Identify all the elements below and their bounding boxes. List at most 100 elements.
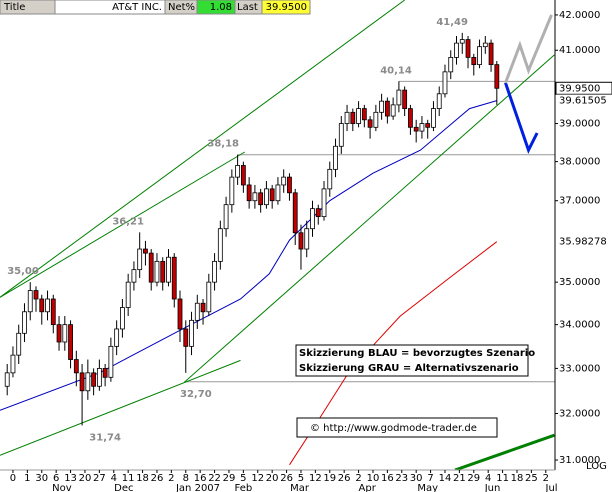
y-tick-label: 31.0000 bbox=[559, 455, 600, 466]
candle-body bbox=[148, 252, 154, 283]
header-net-value: 1.08 bbox=[210, 2, 232, 13]
plot-area bbox=[0, 0, 555, 470]
y-tick-label: 33.0000 bbox=[559, 363, 600, 374]
y-tick-label: 39.0000 bbox=[559, 119, 600, 130]
last-value: 39.9500 bbox=[559, 83, 600, 94]
candle-body bbox=[315, 208, 321, 218]
candle-body bbox=[304, 228, 310, 250]
x-tick-label: 12 bbox=[251, 473, 264, 484]
x-tick-label: 5 bbox=[298, 473, 304, 484]
candle-body bbox=[240, 165, 246, 186]
x-tick-label: 2 bbox=[355, 473, 361, 484]
month-label: Jan 2007 bbox=[175, 483, 220, 492]
candle-body bbox=[321, 188, 327, 218]
candle-body bbox=[333, 145, 338, 170]
x-tick-label: 21 bbox=[453, 473, 466, 484]
candle-body bbox=[183, 328, 189, 347]
x-tick-label: 2 bbox=[543, 473, 549, 484]
candle-body bbox=[310, 208, 315, 230]
candle-body bbox=[33, 290, 39, 300]
candle-body bbox=[384, 100, 390, 117]
candle-body bbox=[390, 104, 396, 117]
candle-body bbox=[154, 260, 160, 283]
candle-body bbox=[108, 345, 114, 378]
candle-body bbox=[477, 46, 482, 66]
candle-body bbox=[160, 260, 166, 283]
note-box bbox=[295, 344, 529, 377]
candle-body bbox=[56, 324, 62, 343]
candle-body bbox=[373, 111, 379, 128]
candle-body bbox=[171, 256, 177, 300]
x-tick-label: 20 bbox=[79, 473, 92, 484]
x-tick-label: 29 bbox=[223, 473, 236, 484]
last-value-box bbox=[555, 81, 612, 95]
month-label: Dec bbox=[114, 483, 133, 492]
candle-body bbox=[223, 204, 229, 230]
header-net-label: Net% bbox=[168, 2, 195, 13]
header-last-label: Last bbox=[237, 2, 258, 13]
x-tick-label: 5 bbox=[240, 473, 246, 484]
candle-body bbox=[102, 368, 108, 378]
annotation: 36,21 bbox=[112, 216, 144, 227]
month-label: Jul bbox=[545, 483, 558, 492]
x-tick-label: 19 bbox=[323, 473, 336, 484]
trendline bbox=[0, 0, 405, 298]
note: Skizzierung BLAU = bevorzugtes Szenario bbox=[299, 348, 535, 359]
trendline bbox=[0, 151, 246, 298]
candle-body bbox=[287, 176, 292, 194]
candle-body bbox=[408, 108, 413, 128]
candle-body bbox=[73, 359, 79, 374]
candle-body bbox=[471, 57, 477, 66]
annotation: 40,14 bbox=[380, 65, 412, 76]
candle-body bbox=[292, 192, 298, 234]
candle-body bbox=[235, 165, 241, 178]
candle-body bbox=[413, 126, 419, 132]
candle-body bbox=[402, 89, 408, 109]
y-tick-label: 42.0000 bbox=[559, 10, 600, 21]
y-tick-label: 37.0000 bbox=[559, 196, 600, 207]
candle-body bbox=[62, 324, 68, 343]
annotation: 38,18 bbox=[207, 139, 239, 150]
candle-body bbox=[419, 123, 425, 132]
month-label: May bbox=[417, 483, 438, 492]
x-tick-label: 26 bbox=[151, 473, 164, 484]
candle-body bbox=[356, 108, 361, 124]
trendline bbox=[0, 359, 241, 456]
last-value: 35.98278 bbox=[559, 237, 607, 248]
candle-body bbox=[137, 248, 143, 271]
candle-body bbox=[39, 298, 45, 313]
candle-body bbox=[45, 298, 50, 313]
candle-body bbox=[246, 184, 252, 202]
candle-body bbox=[344, 111, 350, 124]
candle-body bbox=[488, 42, 494, 66]
x-tick-label: 2 bbox=[168, 473, 174, 484]
x-tick-label: 4 bbox=[111, 473, 117, 484]
candle-body bbox=[350, 111, 356, 124]
moving-average bbox=[0, 100, 497, 411]
candle-body bbox=[96, 368, 102, 387]
candle-body bbox=[200, 302, 206, 313]
x-tick-label: 6 bbox=[53, 473, 59, 484]
note: Skizzierung GRAU = Alternativszenario bbox=[299, 363, 519, 374]
scenario-path bbox=[504, 14, 553, 84]
x-tick-label: 8 bbox=[183, 473, 189, 484]
x-tick-label: 16 bbox=[194, 473, 207, 484]
candle-body bbox=[166, 256, 171, 283]
x-tick-label: 26 bbox=[338, 473, 351, 484]
x-tick-label: 30 bbox=[35, 473, 48, 484]
x-tick-label: 11 bbox=[496, 473, 509, 484]
scale-label: LOG bbox=[586, 461, 607, 472]
x-tick-label: 7 bbox=[427, 473, 433, 484]
header-title: Title bbox=[3, 2, 25, 13]
candle-body bbox=[425, 123, 431, 128]
candle-body bbox=[16, 332, 22, 356]
x-tick-label: 12 bbox=[309, 473, 322, 484]
x-tick-label: 0 bbox=[10, 473, 16, 484]
candle-body bbox=[4, 372, 10, 387]
candle-body bbox=[22, 311, 27, 334]
x-tick-label: 16 bbox=[381, 473, 394, 484]
x-tick-label: 13 bbox=[64, 473, 77, 484]
month-label: Feb bbox=[235, 483, 253, 492]
scenario-path bbox=[504, 82, 539, 154]
